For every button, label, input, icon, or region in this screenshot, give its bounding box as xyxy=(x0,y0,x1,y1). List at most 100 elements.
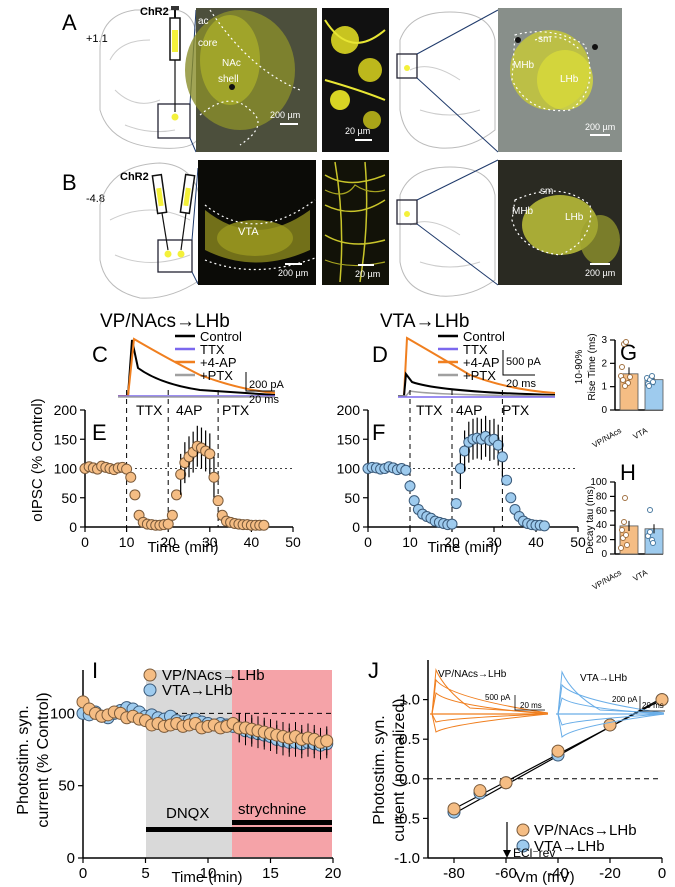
panel-f: F 0 10 20 30 40 50 0 50 100 150 200 TTX 4AP PTX Ti… xyxy=(337,390,586,556)
y-tick-label: 200 xyxy=(337,402,361,418)
section-contours xyxy=(109,209,191,263)
legend-vta: VTA→LHb xyxy=(534,838,605,855)
legend-4ap: +4-AP xyxy=(463,355,500,370)
x-tick-label: -40 xyxy=(547,865,569,882)
panel-j-letter: J xyxy=(368,658,379,683)
phase-ptx: PTX xyxy=(502,402,530,418)
scale-y: 200 pA xyxy=(249,379,285,391)
syringe-icon xyxy=(151,173,196,251)
data-point xyxy=(459,445,471,457)
micrograph-zoom: 20 µm xyxy=(322,8,389,152)
phase-ttx: TTX xyxy=(416,402,443,418)
label-ac: ac xyxy=(198,16,209,27)
data-point xyxy=(618,545,624,551)
label-shell: shell xyxy=(218,74,239,85)
y-tick-label: 0 xyxy=(67,850,75,867)
h-ylabel: Decay tau (ms) xyxy=(585,486,596,554)
legend-4ap: +4-AP xyxy=(200,355,237,370)
data-point xyxy=(175,468,187,480)
x-tick-label: -20 xyxy=(599,865,621,882)
virus-label: ChR2 xyxy=(140,6,169,18)
data-point xyxy=(171,489,183,501)
x-tick-label: 10 xyxy=(200,865,217,882)
data-point xyxy=(129,489,141,501)
phase-4ap: 4AP xyxy=(456,402,482,418)
label-mhb: MHb xyxy=(513,60,535,71)
section-contours xyxy=(409,221,481,268)
micrograph-lhb: sm MHb LHb 200 µm xyxy=(498,8,622,152)
data-point xyxy=(492,439,504,451)
panel-d: D Control TTX +4-AP +PTX 500 pA 20 ms xyxy=(372,329,556,398)
x-tick-label: 20 xyxy=(160,534,176,550)
inset-box xyxy=(157,239,193,273)
scale-bar-label: 20 µm xyxy=(345,126,370,136)
scale-bar xyxy=(245,372,275,392)
data-point xyxy=(320,734,334,748)
data-point xyxy=(454,463,466,474)
data-point xyxy=(551,744,565,758)
data-point xyxy=(538,520,550,532)
strychnine-label: strychnine xyxy=(238,801,306,818)
data-point xyxy=(622,383,628,389)
scale-bar-label: 200 µm xyxy=(278,268,308,278)
y-tick-label: 80 xyxy=(596,491,608,502)
f-xlabel: Time (min) xyxy=(427,539,498,556)
micrograph-nac: ac core NAc shell 200 µm xyxy=(185,8,317,152)
label-sm: sm xyxy=(540,186,553,197)
legend-ptx: +PTX xyxy=(463,368,496,383)
panel-i-letter: I xyxy=(92,658,98,683)
inset-left-label: VP/NAcs→LHb xyxy=(438,669,507,680)
legend-control: Control xyxy=(463,329,505,344)
y-tick-label: 40 xyxy=(596,520,608,531)
injection-site xyxy=(164,250,172,258)
data-point xyxy=(258,519,270,531)
legend-ttx: TTX xyxy=(463,342,488,357)
ecl-label: ECl⁻rev xyxy=(513,846,555,860)
panel-j: J -80 -60 -40 -20 0 -1.0 -0.5 0.0 0.5 1.0 VP/NAcs… xyxy=(368,658,669,886)
x-tick-label: 40 xyxy=(528,534,544,550)
x-tick-label: 30 xyxy=(486,534,502,550)
label-lhb: LHb xyxy=(565,212,584,223)
e-ylabel: oIPSC (% Control) xyxy=(29,398,46,521)
title-vp-nacs: VP/NAcs→LHb xyxy=(100,311,230,332)
data-point xyxy=(622,495,628,501)
trace-legend: Control TTX +4-AP +PTX xyxy=(175,329,242,383)
data-point xyxy=(655,693,669,707)
y-tick-label: 0.0 xyxy=(399,771,420,788)
data-point xyxy=(446,518,458,530)
g-ylabel-2: Rise Time (ms) xyxy=(587,333,598,400)
scale-bar xyxy=(502,350,535,376)
panel-a: A +1.1 ChR2 ac core NAc shell xyxy=(62,6,622,153)
dnqx-label: DNQX xyxy=(166,805,209,822)
panel-b-letter: B xyxy=(62,170,77,195)
j-xlabel: Vm (mV) xyxy=(515,869,574,886)
panel-a-coord: +1.1 xyxy=(86,33,108,45)
g-ylabel-1: 10-90% xyxy=(574,350,585,385)
x-tick-label: 10 xyxy=(402,534,418,550)
inset-right-sx: 20 ms xyxy=(642,701,664,710)
points-i xyxy=(76,695,334,760)
i-xlabel: Time (min) xyxy=(171,869,242,886)
legend-i: VP/NAcs→LHb VTA→LHb xyxy=(143,667,265,699)
panel-f-letter: F xyxy=(372,420,385,445)
y-tick-label: 50 xyxy=(61,490,77,506)
trace-legend: Control TTX +4-AP +PTX xyxy=(438,329,505,383)
data-point xyxy=(646,383,652,389)
y-tick-label: 2 xyxy=(601,358,607,369)
x-tick-label: 5 xyxy=(141,865,149,882)
h-cat-2: VTA xyxy=(632,568,650,584)
y-tick-label: -0.5 xyxy=(394,810,420,827)
inset-left-sy: 500 pA xyxy=(485,693,511,702)
inset-box xyxy=(396,199,418,225)
scale-y: 500 pA xyxy=(506,356,542,368)
lhb-site xyxy=(404,211,410,217)
data-point xyxy=(166,509,178,521)
panel-h: H 0 20 40 60 80 100 Decay tau (ms) VP/NAcs VT… xyxy=(585,460,664,592)
legend-control: Control xyxy=(200,329,242,344)
data-point xyxy=(650,540,656,546)
y-tick-label: 100 xyxy=(590,477,607,488)
phase-4ap: 4AP xyxy=(176,402,202,418)
label-vta: VTA xyxy=(238,226,259,238)
g-cat-2: VTA xyxy=(632,426,650,442)
